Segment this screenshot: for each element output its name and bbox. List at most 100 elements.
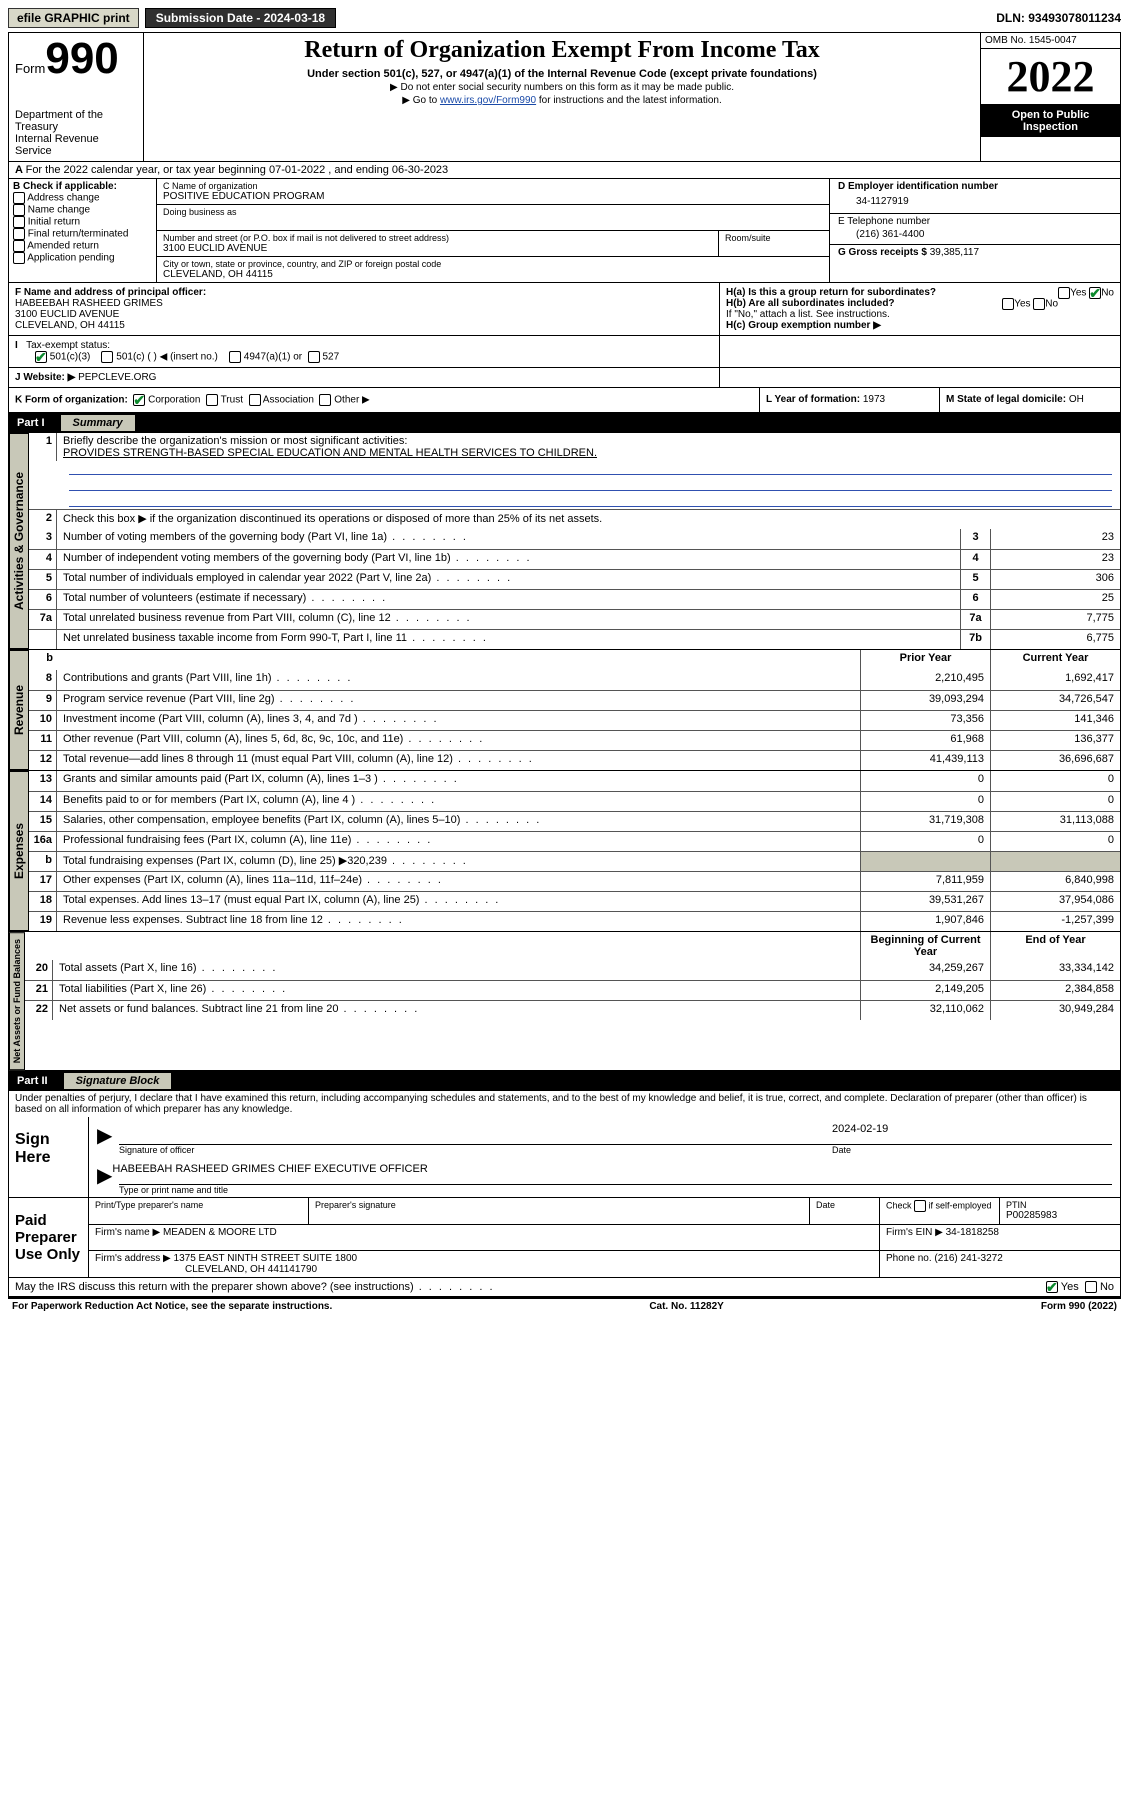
paid-preparer-label: Paid Preparer Use Only: [9, 1198, 89, 1277]
form-org-label: K Form of organization:: [15, 395, 128, 406]
form-container: Form990 Department of the Treasury Inter…: [8, 32, 1121, 1299]
chk-corporation[interactable]: [133, 394, 145, 406]
chk-association[interactable]: [249, 394, 261, 406]
addr-label: Number and street (or P.O. box if mail i…: [163, 233, 712, 243]
chk-4947[interactable]: [229, 351, 241, 363]
arrow-icon: ▶: [97, 1123, 112, 1144]
note2-pre: ▶ Go to: [402, 95, 440, 106]
form-label: Form: [15, 61, 45, 76]
chk-final-return[interactable]: [13, 228, 25, 240]
section-expenses: Expenses 13Grants and similar amounts pa…: [9, 771, 1120, 932]
hb-note: If "No," attach a list. See instructions…: [726, 309, 1114, 320]
page-footer: For Paperwork Reduction Act Notice, see …: [8, 1299, 1121, 1314]
chk-initial-return[interactable]: [13, 216, 25, 228]
phone-value: (216) 361-4400: [838, 227, 1112, 242]
lbl-address-change: Address change: [27, 193, 99, 204]
lbl-amended-return: Amended return: [27, 241, 99, 252]
firm-ein-caption: Firm's EIN ▶: [886, 1227, 943, 1238]
row-ij: I Tax-exempt status: 501(c)(3) 501(c) ( …: [9, 336, 1120, 368]
table-row: 12Total revenue—add lines 8 through 11 (…: [29, 750, 1120, 770]
chk-amended-return[interactable]: [13, 240, 25, 252]
form-subtitle: Under section 501(c), 527, or 4947(a)(1)…: [152, 68, 972, 80]
irs-label: Internal Revenue Service: [15, 133, 137, 157]
table-row: 15Salaries, other compensation, employee…: [29, 811, 1120, 831]
header-right: OMB No. 1545-0047 2022 Open to Public In…: [980, 33, 1120, 161]
dept-label: Department of the Treasury: [15, 109, 137, 133]
arrow-icon: ▶: [97, 1163, 112, 1184]
firm-phone-caption: Phone no.: [886, 1253, 932, 1264]
section-governance: Activities & Governance 1Briefly describ…: [9, 433, 1120, 650]
form-note2: ▶ Go to www.irs.gov/Form990 for instruct…: [152, 95, 972, 106]
table-row: 20Total assets (Part X, line 16)34,259,2…: [25, 960, 1120, 980]
table-row: 14Benefits paid to or for members (Part …: [29, 791, 1120, 811]
chk-application-pending[interactable]: [13, 252, 25, 264]
mission-text: PROVIDES STRENGTH-BASED SPECIAL EDUCATIO…: [63, 447, 597, 459]
lbl-application-pending: Application pending: [27, 253, 114, 264]
ptin-value: P00285983: [1006, 1210, 1114, 1221]
col-prior-year: Prior Year: [860, 650, 990, 670]
city-state-zip: CLEVELAND, OH 44115: [163, 269, 823, 280]
chk-527[interactable]: [308, 351, 320, 363]
chk-address-change[interactable]: [13, 192, 25, 204]
row-klm: K Form of organization: Corporation Trus…: [9, 388, 1120, 413]
year-formation: 1973: [863, 394, 885, 405]
tax-year: 2022: [981, 49, 1120, 104]
period-text: For the 2022 calendar year, or tax year …: [26, 164, 449, 176]
chk-ha-no[interactable]: [1089, 287, 1101, 299]
dln-label: DLN: 93493078011234: [996, 11, 1121, 25]
domicile-label: M State of legal domicile:: [946, 394, 1066, 405]
sidelabel-expenses: Expenses: [9, 771, 29, 931]
chk-discuss-no[interactable]: [1085, 1281, 1097, 1293]
box-b: B Check if applicable: Address change Na…: [9, 179, 157, 282]
firm-addr-caption: Firm's address ▶: [95, 1253, 171, 1264]
table-row: 19Revenue less expenses. Subtract line 1…: [29, 911, 1120, 931]
efile-button[interactable]: efile GRAPHIC print: [8, 8, 139, 28]
header-left: Form990 Department of the Treasury Inter…: [9, 33, 144, 161]
form-title: Return of Organization Exempt From Incom…: [152, 37, 972, 64]
name-caption: Type or print name and title: [119, 1185, 228, 1195]
chk-hb-yes[interactable]: [1002, 298, 1014, 310]
table-row: 5Total number of individuals employed in…: [29, 569, 1120, 589]
col-current-year: Current Year: [990, 650, 1120, 670]
mission-line: [69, 461, 1112, 475]
chk-ha-yes[interactable]: [1058, 287, 1070, 299]
domicile: OH: [1069, 394, 1084, 405]
box-b-title: B Check if applicable:: [13, 181, 152, 192]
officer-addr1: 3100 EUCLID AVENUE: [15, 309, 713, 320]
part1-header: Part I Summary: [9, 413, 1120, 433]
chk-self-employed[interactable]: [914, 1200, 926, 1212]
org-name-label: C Name of organization: [163, 181, 823, 191]
officer-addr2: CLEVELAND, OH 44115: [15, 320, 713, 331]
footer-mid: Cat. No. 11282Y: [649, 1301, 723, 1312]
q2-text: Check this box ▶ if the organization dis…: [63, 513, 602, 525]
firm-name: MEADEN & MOORE LTD: [163, 1227, 277, 1238]
table-row: 13Grants and similar amounts paid (Part …: [29, 771, 1120, 791]
table-row: 3Number of voting members of the governi…: [29, 529, 1120, 549]
phone-label: E Telephone number: [838, 216, 1112, 227]
instructions-link[interactable]: www.irs.gov/Form990: [440, 95, 536, 106]
chk-name-change[interactable]: [13, 204, 25, 216]
sidelabel-governance: Activities & Governance: [9, 433, 29, 649]
chk-discuss-yes[interactable]: [1046, 1281, 1058, 1293]
part2-header: Part II Signature Block: [9, 1071, 1120, 1091]
gross-receipts-value: 39,385,117: [930, 247, 979, 258]
box-c: C Name of organization POSITIVE EDUCATIO…: [157, 179, 830, 282]
mission-line: [69, 493, 1112, 507]
chk-other[interactable]: [319, 394, 331, 406]
firm-name-caption: Firm's name ▶: [95, 1227, 160, 1238]
table-row: 18Total expenses. Add lines 13–17 (must …: [29, 891, 1120, 911]
chk-trust[interactable]: [206, 394, 218, 406]
submission-date-button[interactable]: Submission Date - 2024-03-18: [145, 8, 336, 28]
section-revenue: Revenue b Prior Year Current Year 8Contr…: [9, 650, 1120, 771]
table-row: 8Contributions and grants (Part VIII, li…: [29, 670, 1120, 690]
firm-ein: 34-1818258: [946, 1227, 999, 1238]
chk-501c[interactable]: [101, 351, 113, 363]
row-j: J Website: ▶ PEPCLEVE.ORG: [9, 368, 1120, 388]
year-formation-label: L Year of formation:: [766, 394, 860, 405]
chk-501c3[interactable]: [35, 351, 47, 363]
box-h: H(a) Is this a group return for subordin…: [720, 283, 1120, 335]
ha-label: H(a) Is this a group return for subordin…: [726, 287, 936, 298]
footer-right: Form 990 (2022): [1041, 1301, 1117, 1312]
q1-text: Briefly describe the organization's miss…: [63, 435, 407, 447]
chk-hb-no[interactable]: [1033, 298, 1045, 310]
